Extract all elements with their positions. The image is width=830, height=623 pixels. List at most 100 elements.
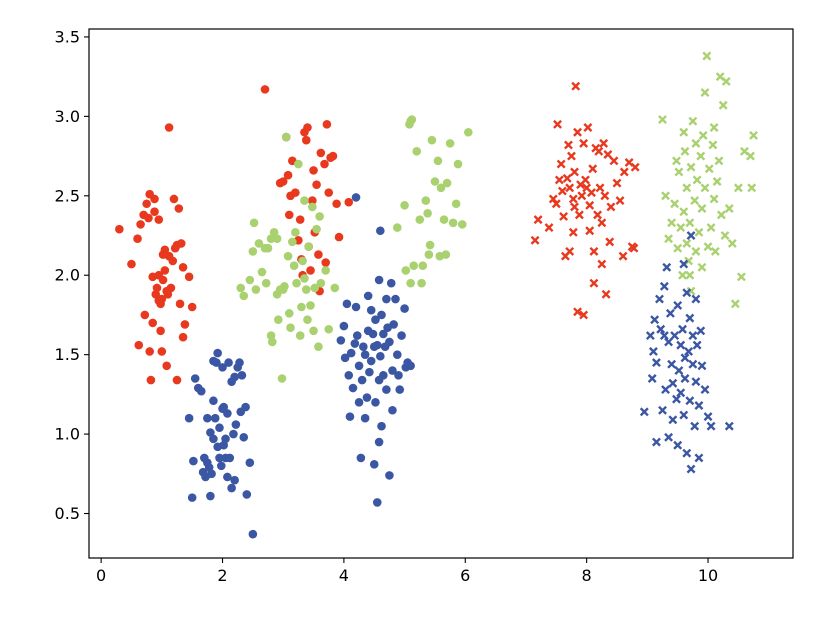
data-point — [340, 353, 350, 363]
data-point — [303, 123, 312, 132]
data-point — [385, 471, 394, 480]
data-point — [406, 278, 415, 288]
data-point-x — [597, 218, 607, 228]
data-point — [292, 278, 301, 288]
data-point-x — [724, 204, 734, 213]
data-point — [210, 413, 220, 423]
data-point-x — [544, 223, 554, 233]
data-point-x — [691, 294, 701, 304]
data-point-x — [588, 164, 598, 174]
data-point — [339, 321, 349, 331]
data-point-x — [704, 164, 714, 174]
data-point — [146, 375, 156, 385]
data-point-x — [673, 300, 683, 310]
data-point — [324, 188, 334, 197]
series-blue-circle — [336, 193, 415, 507]
series-green-circle — [236, 132, 340, 383]
data-point — [354, 398, 364, 407]
data-point — [239, 291, 249, 301]
data-point-x — [694, 453, 704, 463]
data-point-x — [664, 337, 674, 347]
data-point — [224, 358, 233, 367]
data-point — [241, 402, 250, 412]
data-point-x — [724, 421, 734, 431]
data-point-x — [691, 246, 701, 256]
data-point-x — [559, 212, 569, 221]
data-point — [127, 259, 136, 269]
data-point-x — [691, 138, 701, 148]
data-point — [215, 453, 224, 463]
data-point — [316, 278, 326, 288]
data-point-x — [573, 127, 583, 137]
data-point — [362, 393, 372, 402]
data-point — [407, 115, 417, 124]
data-point-x — [579, 138, 589, 148]
x-axis: 0 2 4 6 8 10 — [96, 558, 718, 585]
data-point-x — [568, 227, 578, 237]
data-point-x — [709, 194, 719, 204]
data-point-x — [565, 183, 575, 193]
data-point-x — [587, 188, 596, 198]
data-point-x — [721, 76, 731, 86]
data-point — [388, 366, 397, 375]
data-point — [371, 315, 380, 325]
data-point-x — [570, 167, 579, 177]
y-tick-label: 1.0 — [55, 425, 80, 444]
data-point — [178, 262, 188, 272]
data-point-x — [727, 239, 737, 248]
data-point — [158, 275, 168, 285]
data-point-x — [658, 115, 667, 124]
data-point — [303, 315, 312, 325]
data-point — [312, 224, 321, 234]
data-point — [162, 361, 171, 371]
data-point-x — [672, 394, 681, 404]
data-point-x — [679, 207, 689, 217]
y-axis: 0.5 1.0 1.5 2.0 2.5 3.0 3.5 — [55, 27, 89, 523]
data-point — [242, 490, 252, 499]
data-point-x — [686, 464, 696, 474]
data-point — [423, 208, 432, 218]
data-point-x — [672, 156, 681, 166]
series-red-circle — [115, 123, 197, 385]
data-point — [150, 194, 159, 204]
data-points — [115, 51, 759, 539]
data-point-x — [609, 156, 619, 166]
data-point — [332, 199, 341, 209]
data-point — [374, 437, 384, 447]
data-point-x — [697, 361, 707, 371]
data-point-x — [630, 162, 640, 172]
data-point — [196, 386, 206, 396]
data-point-x — [670, 331, 680, 341]
data-point — [209, 396, 218, 406]
data-point-x — [580, 175, 590, 185]
data-point — [245, 458, 255, 467]
data-point-x — [706, 421, 716, 431]
data-point — [377, 421, 386, 431]
data-point — [424, 250, 434, 259]
data-point — [382, 294, 391, 304]
data-point — [448, 218, 458, 228]
data-point-x — [619, 167, 629, 177]
data-point — [376, 226, 385, 236]
data-point-x — [668, 378, 678, 388]
data-point — [274, 315, 283, 325]
data-point-x — [606, 202, 616, 212]
data-point — [379, 329, 388, 339]
x-tick-label: 6 — [460, 566, 470, 585]
data-point-x — [533, 215, 543, 225]
y-tick-label: 2.5 — [55, 186, 80, 205]
data-point — [144, 213, 153, 223]
data-point — [344, 371, 354, 380]
data-point-x — [692, 340, 702, 350]
data-point — [322, 120, 332, 129]
data-point-x — [639, 407, 649, 417]
data-point — [267, 337, 277, 347]
data-point — [187, 302, 197, 312]
data-point — [433, 156, 443, 166]
data-point — [371, 398, 380, 407]
data-point — [360, 350, 370, 359]
data-point — [184, 413, 194, 423]
data-point-x — [664, 234, 674, 244]
data-point — [445, 139, 455, 148]
